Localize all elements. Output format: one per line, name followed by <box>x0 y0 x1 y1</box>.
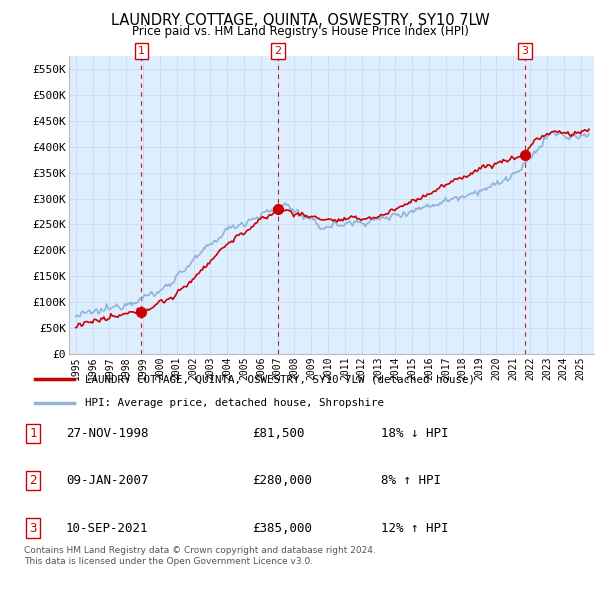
Text: 27-NOV-1998: 27-NOV-1998 <box>66 427 149 440</box>
Text: £385,000: £385,000 <box>252 522 312 535</box>
Text: HPI: Average price, detached house, Shropshire: HPI: Average price, detached house, Shro… <box>85 398 384 408</box>
Text: 1: 1 <box>138 46 145 56</box>
Text: 2: 2 <box>275 46 282 56</box>
Text: LAUNDRY COTTAGE, QUINTA, OSWESTRY, SY10 7LW (detached house): LAUNDRY COTTAGE, QUINTA, OSWESTRY, SY10 … <box>85 374 475 384</box>
Text: 12% ↑ HPI: 12% ↑ HPI <box>381 522 449 535</box>
Text: LAUNDRY COTTAGE, QUINTA, OSWESTRY, SY10 7LW: LAUNDRY COTTAGE, QUINTA, OSWESTRY, SY10 … <box>110 13 490 28</box>
Text: 1: 1 <box>29 427 37 440</box>
Text: 3: 3 <box>521 46 529 56</box>
Text: 09-JAN-2007: 09-JAN-2007 <box>66 474 149 487</box>
Text: 3: 3 <box>29 522 37 535</box>
Text: 8% ↑ HPI: 8% ↑ HPI <box>381 474 441 487</box>
Text: This data is licensed under the Open Government Licence v3.0.: This data is licensed under the Open Gov… <box>24 558 313 566</box>
Text: £280,000: £280,000 <box>252 474 312 487</box>
Text: 18% ↓ HPI: 18% ↓ HPI <box>381 427 449 440</box>
Text: Price paid vs. HM Land Registry's House Price Index (HPI): Price paid vs. HM Land Registry's House … <box>131 25 469 38</box>
Text: Contains HM Land Registry data © Crown copyright and database right 2024.: Contains HM Land Registry data © Crown c… <box>24 546 376 555</box>
Text: 2: 2 <box>29 474 37 487</box>
Text: £81,500: £81,500 <box>252 427 305 440</box>
Text: 10-SEP-2021: 10-SEP-2021 <box>66 522 149 535</box>
